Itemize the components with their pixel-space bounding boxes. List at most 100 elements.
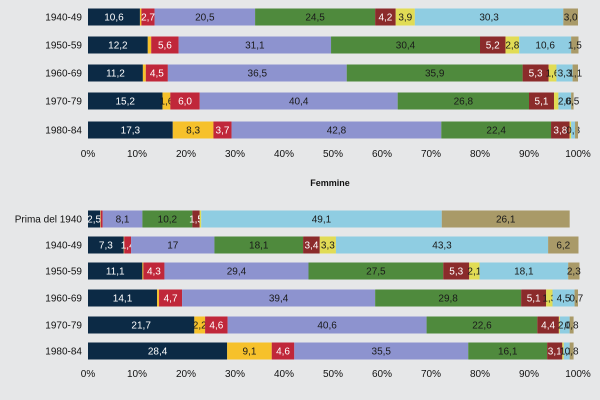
- category-label: 1980-84: [45, 126, 82, 137]
- x-tick-label: 10%: [127, 149, 147, 160]
- bar-segment: [88, 316, 195, 334]
- bar-segment: [572, 64, 578, 82]
- bar-segment: [375, 8, 396, 26]
- chart-panel-1: 1940-49 10,6 2,7 20,5 24,5 4,2 3,9 30,3 3,0 1950-…: [45, 8, 591, 160]
- bar-segment: [182, 289, 376, 307]
- bar-segment: [375, 289, 522, 307]
- x-tick-label: 100%: [565, 369, 591, 380]
- bar-segment: [213, 121, 232, 139]
- data-label: 14,1: [113, 294, 133, 305]
- bar-segment: [88, 289, 158, 307]
- bar-segment: [88, 64, 143, 82]
- bar-segment: [100, 210, 103, 228]
- bar-segment: [88, 36, 148, 54]
- x-tick-label: 80%: [470, 149, 490, 160]
- bar-segment: [102, 210, 143, 228]
- data-label: 9,1: [243, 347, 257, 358]
- bar-segment: [569, 342, 574, 360]
- data-label: 20,5: [195, 13, 215, 24]
- data-label: 5,3: [529, 69, 543, 80]
- data-label: 10,2: [158, 215, 178, 226]
- data-label: 2,8: [505, 41, 519, 52]
- x-tick-label: 30%: [225, 149, 245, 160]
- data-label: 27,5: [366, 267, 386, 278]
- data-label: 3,3: [321, 241, 335, 252]
- data-label: 30,4: [396, 41, 416, 52]
- bar-segment: [551, 121, 570, 139]
- bar-segment: [397, 92, 529, 110]
- bar-segment: [569, 316, 574, 334]
- data-label: 29,8: [438, 294, 458, 305]
- data-label: 1,5: [189, 215, 203, 226]
- data-label: 5,3: [449, 267, 463, 278]
- data-label: 2,2: [193, 321, 207, 332]
- bar-segment: [214, 236, 304, 254]
- bar-segment: [552, 289, 575, 307]
- data-label: 4,6: [276, 347, 290, 358]
- data-label: 24,5: [305, 13, 325, 24]
- data-label: 2,7: [141, 13, 155, 24]
- data-label: 12,2: [108, 41, 128, 52]
- bar-segment: [395, 8, 415, 26]
- bar-segment: [151, 36, 179, 54]
- data-label: 3,3: [558, 69, 572, 80]
- data-label: 28,4: [148, 347, 168, 358]
- bar-segment: [88, 121, 173, 139]
- data-label: 11,1: [106, 267, 125, 278]
- bar-segment: [568, 262, 580, 280]
- bar-segment: [157, 289, 160, 307]
- data-label: 4,6: [209, 321, 223, 332]
- data-label: 1,6: [159, 97, 173, 108]
- data-label: 30,3: [479, 13, 499, 24]
- category-label: 1970-79: [45, 97, 82, 108]
- data-label: 15,2: [116, 97, 136, 108]
- bar-segment: [88, 92, 163, 110]
- bar-segment: [164, 262, 309, 280]
- bar-segment: [441, 121, 552, 139]
- bar-segment: [142, 64, 146, 82]
- bar-segment: [522, 64, 549, 82]
- x-tick-label: 90%: [519, 369, 539, 380]
- data-label: 2,6: [558, 97, 572, 108]
- bar-segment: [480, 36, 506, 54]
- data-label: 1,1: [568, 69, 582, 80]
- bar-segment: [331, 36, 480, 54]
- bar-segment: [145, 64, 168, 82]
- data-label: 10,6: [535, 41, 555, 52]
- bar-segment: [271, 342, 295, 360]
- data-label: 39,4: [269, 294, 289, 305]
- bar-segment: [88, 342, 228, 360]
- data-label: 4,7: [164, 294, 178, 305]
- data-label: 40,6: [317, 321, 337, 332]
- data-label: 5,1: [535, 97, 549, 108]
- x-tick-label: 100%: [565, 149, 591, 160]
- x-tick-label: 30%: [225, 369, 245, 380]
- x-tick-label: 20%: [176, 149, 196, 160]
- data-label: 3,1: [548, 347, 562, 358]
- bar-segment: [308, 262, 444, 280]
- bar-segment: [537, 316, 559, 334]
- bar-segment: [558, 92, 572, 110]
- data-label: 8,3: [186, 126, 200, 137]
- bar-segment: [142, 262, 144, 280]
- data-label: 16,1: [498, 347, 518, 358]
- bar-segment: [479, 262, 569, 280]
- data-label: 1,4: [121, 241, 135, 252]
- data-label: 49,1: [312, 215, 332, 226]
- data-label: 2,0: [558, 321, 572, 332]
- bar-segment: [227, 342, 272, 360]
- bar-segment: [199, 92, 398, 110]
- bar-segment: [562, 342, 564, 360]
- data-label: 6,2: [556, 241, 570, 252]
- data-label: 10,6: [104, 13, 124, 24]
- bar-segment: [571, 121, 576, 139]
- bar-segment: [563, 8, 578, 26]
- bar-segment: [143, 262, 165, 280]
- data-label: 5,6: [158, 41, 172, 52]
- bar-segment: [519, 36, 572, 54]
- bar-segment: [548, 236, 579, 254]
- data-label: 7,3: [99, 241, 113, 252]
- bar-segment: [142, 210, 193, 228]
- category-label: Prima del 1940: [15, 215, 83, 226]
